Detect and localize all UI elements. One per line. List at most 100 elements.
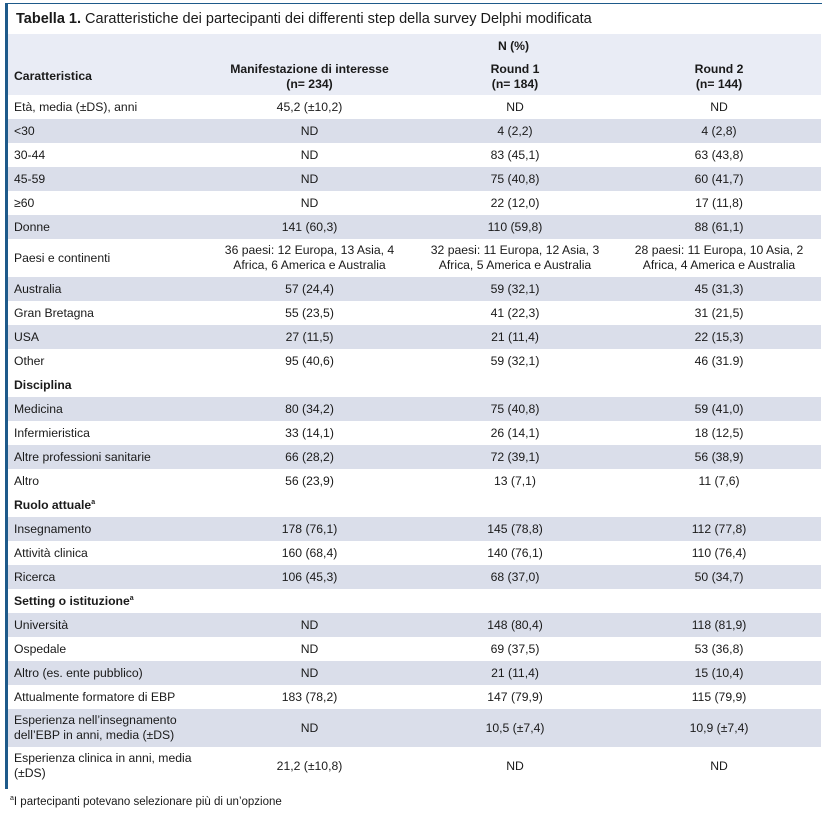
- table-row: Insegnamento 178 (76,1) 145 (78,8) 112 (77,…: [8, 517, 822, 541]
- row-label: Esperienza nell’insegnamento dell’EBP in…: [8, 709, 206, 747]
- table-row: 45-59 ND 75 (40,8) 60 (41,7): [8, 167, 822, 191]
- row-label: Esperienza clinica in anni, media (±DS): [14, 751, 192, 780]
- row-value-v2: 4 (2,2): [413, 119, 617, 143]
- row-label: Gran Bretagna: [14, 306, 94, 320]
- row-value-v3: 10,9 (±7,4): [617, 709, 822, 747]
- row-label: ≥60: [14, 196, 35, 210]
- row-value-v1: 160 (68,4): [281, 546, 338, 560]
- row-value-v1: 178 (76,1): [206, 517, 413, 541]
- row-value-v2: 21 (11,4): [413, 325, 617, 349]
- row-label: <30: [8, 119, 206, 143]
- row-label: Other: [14, 354, 45, 368]
- row-value-v3: 88 (61,1): [617, 215, 822, 239]
- table-row: Paesi e continenti 36 paesi: 12 Europa, 1…: [8, 239, 821, 277]
- row-label: Altro (es. ente pubblico): [8, 661, 206, 685]
- row-value-v2: 69 (37,5): [490, 642, 540, 656]
- row-value-v2: 26 (14,1): [490, 426, 540, 440]
- row-value-v2: 68 (37,0): [413, 565, 617, 589]
- table-row: Esperienza nell’insegnamento dell’EBP in…: [8, 709, 822, 747]
- header-interest: Manifestazione di interesse (n= 234): [206, 58, 413, 95]
- row-value-v3: 31 (21,5): [694, 306, 744, 320]
- table-frame: Tabella 1. Caratteristiche dei partecipa…: [5, 3, 822, 789]
- header-characteristic: Caratteristica: [8, 58, 206, 95]
- row-value-v2: [413, 373, 617, 397]
- row-value-v1: ND: [206, 661, 413, 685]
- header-group-label: N (%): [206, 34, 822, 58]
- row-value-v2: 75 (40,8): [413, 397, 617, 421]
- row-value-v2: 10,5 (±7,4): [413, 709, 617, 747]
- row-value-v1: 56 (23,9): [285, 474, 334, 488]
- row-value-v3: 4 (2,8): [617, 119, 822, 143]
- row-value-v3: 45 (31,3): [617, 277, 822, 301]
- table-row: 30-44 ND 83 (45,1) 63 (43,8): [8, 143, 821, 167]
- row-label: 30-44: [14, 148, 46, 162]
- table-title-text: Caratteristiche dei partecipanti dei dif…: [81, 11, 592, 27]
- row-label: Australia: [8, 277, 206, 301]
- row-value-v1: 66 (28,2): [206, 445, 413, 469]
- row-value-v2: 59 (32,1): [490, 354, 540, 368]
- row-value-v3: 50 (34,7): [617, 565, 822, 589]
- table-row: Altro (es. ente pubblico) ND 21 (11,4) 15 (…: [8, 661, 822, 685]
- row-label: Università: [8, 613, 206, 637]
- table-row: Ospedale ND 69 (37,5) 53 (36,8): [8, 637, 821, 661]
- row-value-v2: 147 (79,9): [487, 690, 543, 704]
- row-value-v3: 46 (31.9): [694, 354, 744, 368]
- row-label: Età, media (±DS), anni: [14, 100, 138, 114]
- row-value-v2: [413, 589, 617, 613]
- row-value-v3: 56 (38,9): [617, 445, 822, 469]
- row-value-v1: ND: [300, 196, 319, 210]
- row-value-v1: 27 (11,5): [206, 325, 413, 349]
- row-value-v1: 36 paesi: 12 Europa, 13 Asia, 4 Africa, …: [224, 243, 395, 272]
- row-value-v3: 59 (41,0): [617, 397, 822, 421]
- row-value-v3: [617, 589, 821, 613]
- row-value-v2: ND: [506, 100, 524, 114]
- row-value-v2: 140 (76,1): [487, 546, 543, 560]
- row-value-v1: ND: [206, 167, 413, 191]
- table-row: Infermieristica 33 (14,1) 26 (14,1) 18 (12,…: [8, 421, 821, 445]
- row-value-v3: 28 paesi: 11 Europa, 10 Asia, 2 Africa, …: [634, 243, 804, 272]
- row-value-v1: ND: [206, 119, 413, 143]
- row-value-v2: 13 (7,1): [493, 474, 536, 488]
- table-row: Disciplina: [8, 373, 821, 397]
- row-label: USA: [8, 325, 206, 349]
- row-label: Ospedale: [14, 642, 67, 656]
- table-row: Altro 56 (23,9) 13 (7,1) 11 (7,6): [8, 469, 821, 493]
- table-row: Attività clinica 160 (68,4) 140 (76,1) 110 …: [8, 541, 821, 565]
- row-value-v2: 41 (22,3): [490, 306, 540, 320]
- row-label: Attività clinica: [14, 546, 88, 560]
- row-value-v1: 57 (24,4): [206, 277, 413, 301]
- row-value-v3: 11 (7,6): [698, 474, 740, 488]
- table-row: ≥60 ND 22 (12,0) 17 (11,8): [8, 191, 821, 215]
- row-value-v3: 63 (43,8): [694, 148, 744, 162]
- row-value-v3: 112 (77,8): [617, 517, 822, 541]
- table-row: Donne 141 (60,3) 110 (59,8) 88 (61,1): [8, 215, 822, 239]
- table-row: <30 ND 4 (2,2) 4 (2,8): [8, 119, 822, 143]
- row-value-v1: 141 (60,3): [206, 215, 413, 239]
- table-row: Ruolo attualea: [8, 493, 821, 517]
- row-value-v3: 53 (36,8): [694, 642, 744, 656]
- header-round-2: Round 2 (n= 144): [617, 58, 822, 95]
- row-value-v2: 148 (80,4): [413, 613, 617, 637]
- row-value-v2: 59 (32,1): [413, 277, 617, 301]
- row-value-v3: ND: [710, 100, 728, 114]
- row-value-v2: ND: [506, 758, 524, 773]
- row-value-v2: 110 (59,8): [413, 215, 617, 239]
- header-columns-row: Caratteristica Manifestazione di interes…: [8, 58, 822, 95]
- table-row: Setting o istituzionea: [8, 589, 821, 613]
- row-label: Medicina: [8, 397, 206, 421]
- row-value-v2: 22 (12,0): [490, 196, 540, 210]
- row-label: Disciplina: [14, 378, 72, 392]
- row-value-v1: ND: [206, 709, 413, 747]
- participants-table: N (%) Caratteristica Manifestazione di i…: [8, 34, 822, 785]
- table-row: Altre professioni sanitarie 66 (28,2) 72 (…: [8, 445, 822, 469]
- row-value-v2: [413, 493, 617, 517]
- row-value-v1: ND: [206, 613, 413, 637]
- row-value-v2: 21 (11,4): [413, 661, 617, 685]
- row-value-v2: 72 (39,1): [413, 445, 617, 469]
- row-value-v1: 80 (34,2): [206, 397, 413, 421]
- row-label: Altro: [14, 474, 40, 488]
- row-value-v1: [206, 493, 413, 517]
- row-value-v1: 45,2 (±10,2): [276, 100, 343, 114]
- table-row: Esperienza clinica in anni, media (±DS) 2…: [8, 747, 821, 785]
- row-value-v3: 110 (76,4): [691, 546, 747, 560]
